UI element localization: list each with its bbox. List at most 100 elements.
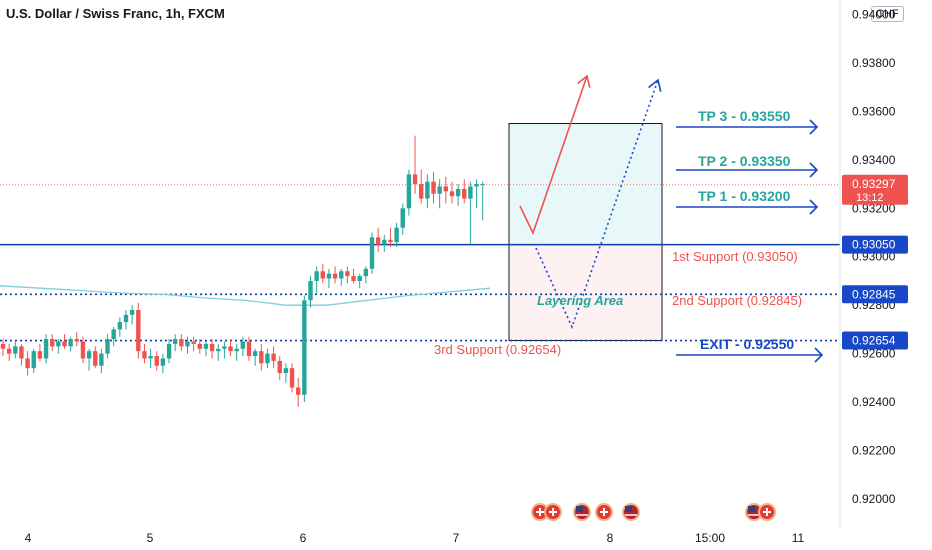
- candle-body: [99, 353, 104, 366]
- x-tick-label: 4: [25, 531, 32, 545]
- y-tick-label: 0.93400: [852, 153, 896, 167]
- economic-event-us-icon[interactable]: [573, 503, 591, 521]
- candle-body: [68, 339, 73, 347]
- candle-body: [400, 208, 405, 228]
- candle-body: [320, 271, 325, 279]
- economic-event-us-icon[interactable]: [622, 503, 640, 521]
- candle-body: [136, 310, 141, 352]
- candle-body: [222, 346, 227, 349]
- x-tick-label: 15:00: [695, 531, 725, 545]
- candle-body: [265, 353, 270, 364]
- candle-body: [62, 341, 67, 347]
- candle-body: [363, 268, 369, 277]
- tp-zone: [508, 123, 663, 246]
- tp3-label: TP 3 - 0.93550: [698, 108, 791, 124]
- support2-label: 2nd Support (0.92845): [672, 293, 802, 308]
- x-tick-label: 5: [147, 531, 154, 545]
- candle-body: [191, 341, 196, 344]
- candle-body: [388, 239, 393, 243]
- candle-body: [351, 276, 356, 281]
- x-tick-label: 11: [792, 531, 805, 545]
- blue-arrow-head: [648, 78, 662, 92]
- candle-body: [25, 358, 30, 369]
- economic-event-swiss-icon[interactable]: [544, 503, 562, 521]
- candle-body: [302, 300, 307, 395]
- candle-body: [277, 360, 282, 373]
- candle-body: [179, 339, 184, 347]
- candle-body: [332, 273, 338, 279]
- level-badge-3-bg: [842, 331, 908, 350]
- tp3-arrow-head: [809, 119, 819, 135]
- candle-body: [443, 186, 448, 192]
- level-badge-3: 0.92654: [852, 334, 896, 348]
- candle-body: [203, 343, 209, 349]
- candle-body: [406, 174, 412, 209]
- y-tick-label: 0.92400: [852, 395, 896, 409]
- economic-event-swiss-cross: [600, 508, 608, 516]
- current-price-label: 0.93297: [852, 177, 896, 191]
- candle-body: [129, 310, 135, 315]
- candle-body: [240, 341, 246, 349]
- candle-body: [197, 343, 202, 349]
- candle-body: [148, 356, 153, 359]
- candle-body: [259, 351, 264, 364]
- exit-label: EXIT - 0.92550: [700, 336, 794, 352]
- economic-event-us-canton: [625, 506, 632, 512]
- candle-body: [339, 271, 344, 279]
- economic-event-us-canton: [748, 506, 755, 512]
- layering-label: Layering Area: [537, 293, 623, 308]
- currency-button[interactable]: CHF: [871, 6, 904, 22]
- tp1-label: TP 1 - 0.93200: [698, 188, 791, 204]
- economic-event-swiss-icon[interactable]: [758, 503, 776, 521]
- candle-body: [246, 341, 252, 357]
- candle-body: [252, 351, 258, 357]
- x-tick-label: 6: [300, 531, 307, 545]
- candle-body: [375, 237, 381, 245]
- candle-body: [80, 341, 86, 359]
- level-badge-1-bg: [842, 235, 908, 254]
- exit-arrow-head: [814, 347, 824, 363]
- candle-body: [50, 339, 55, 347]
- red-arrow-head: [577, 74, 591, 88]
- candle-body: [111, 329, 116, 340]
- y-tick-label: 0.92600: [852, 347, 896, 361]
- candle-body: [449, 191, 455, 197]
- economic-event-swiss-cross: [536, 508, 544, 516]
- candle-body: [74, 339, 79, 342]
- chart-title: U.S. Dollar / Swiss Franc, 1h, FXCM: [6, 6, 225, 21]
- candle-body: [425, 181, 430, 199]
- x-tick-label: 7: [453, 531, 460, 545]
- candle-body: [185, 341, 190, 347]
- candle-body: [56, 341, 61, 347]
- candle-body: [283, 368, 289, 373]
- blue-layering-path: [535, 79, 659, 330]
- candle-body: [209, 343, 215, 352]
- candle-body: [6, 348, 12, 354]
- candle-body: [431, 181, 436, 194]
- y-tick-label: 0.94000: [852, 8, 896, 22]
- economic-event-swiss-cross: [763, 508, 771, 516]
- candle-body: [31, 351, 36, 369]
- candle-body: [308, 280, 313, 301]
- candle-body: [166, 343, 172, 359]
- candle-body: [437, 186, 442, 194]
- candle-body: [154, 356, 159, 366]
- economic-event-swiss-icon[interactable]: [531, 503, 549, 521]
- candle-body: [216, 348, 221, 352]
- candle-body: [289, 368, 295, 388]
- y-tick-label: 0.93600: [852, 104, 896, 118]
- candle-body: [93, 351, 98, 366]
- candle-body: [357, 276, 362, 281]
- candle-body: [228, 346, 233, 352]
- candle-body: [123, 314, 129, 323]
- candle-body: [326, 273, 332, 279]
- candle-body: [419, 184, 424, 199]
- level-badge-2-bg: [842, 285, 908, 304]
- tp2-label: TP 2 - 0.93350: [698, 153, 791, 169]
- economic-event-swiss-icon[interactable]: [595, 503, 613, 521]
- candle-body: [345, 271, 350, 277]
- candle-body: [0, 343, 6, 349]
- level-badge-1: 0.93050: [852, 238, 896, 252]
- support3-label: 3rd Support (0.92654): [434, 342, 561, 357]
